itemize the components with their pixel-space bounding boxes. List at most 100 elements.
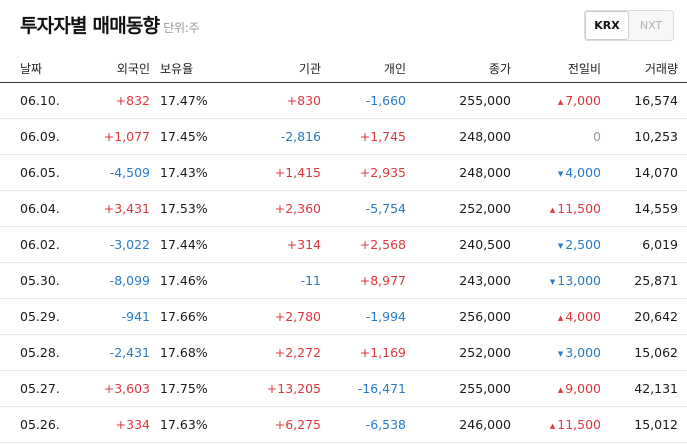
foreign-net-cell: +3,431: [103, 201, 150, 216]
col-volume: 거래량: [644, 62, 678, 76]
institution-net-cell: +2,360: [274, 201, 321, 216]
foreign-net-cell: -4,509: [109, 165, 150, 180]
institution-net-cell: +2,780: [274, 309, 321, 324]
holding-rate-cell: 17.75%: [160, 381, 208, 396]
change-cell: ▲ 9,000: [558, 371, 601, 408]
date-cell: 06.09.: [20, 129, 60, 144]
institution-net-cell: +13,205: [266, 381, 321, 396]
table-row: 05.26. +334 17.63% +6,275 -6,538 246,000 ▲ 11,5…: [0, 407, 687, 443]
volume-cell: 20,642: [634, 309, 678, 324]
holding-rate-cell: 17.68%: [160, 345, 208, 360]
table-row: 06.05. -4,509 17.43% +1,415 +2,935 248,000 ▼ 4,…: [0, 155, 687, 191]
change-value: 11,500: [557, 201, 601, 216]
close-price-cell: 256,000: [459, 309, 511, 324]
table-row: 06.04. +3,431 17.53% +2,360 -5,754 252,000 ▲ 11…: [0, 191, 687, 227]
col-individual: 개인: [383, 62, 406, 76]
tab-krx[interactable]: KRX: [585, 11, 629, 40]
tab-nxt[interactable]: NXT: [639, 19, 663, 32]
table-row: 05.28. -2,431 17.68% +2,272 +1,169 252,000 ▼ 3,…: [0, 335, 687, 371]
individual-net-cell: -16,471: [357, 381, 406, 396]
holding-rate-cell: 17.43%: [160, 165, 208, 180]
foreign-net-cell: -2,431: [109, 345, 150, 360]
holding-rate-cell: 17.53%: [160, 201, 208, 216]
institution-net-cell: +2,272: [274, 345, 321, 360]
foreign-net-cell: +1,077: [103, 129, 150, 144]
change-value: 2,500: [565, 237, 601, 252]
individual-net-cell: -5,754: [365, 201, 406, 216]
holding-rate-cell: 17.66%: [160, 309, 208, 324]
holding-rate-cell: 17.45%: [160, 129, 208, 144]
table-row: 05.30. -8,099 17.46% -11 +8,977 243,000 ▼ 13,00…: [0, 263, 687, 299]
close-price-cell: 246,000: [459, 417, 511, 432]
change-value: 7,000: [565, 93, 601, 108]
change-cell: ▲ 11,500: [550, 407, 601, 444]
change-cell: 0: [593, 129, 601, 144]
unit-label: 단위:주: [163, 21, 200, 35]
triangle-up-icon: ▲: [549, 422, 556, 430]
foreign-net-cell: +334: [115, 417, 150, 432]
col-holding-rate: 보유율: [160, 62, 194, 76]
holding-rate-cell: 17.47%: [160, 93, 208, 108]
change-cell: ▲ 11,500: [550, 191, 601, 228]
institution-net-cell: +6,275: [274, 417, 321, 432]
individual-net-cell: -1,994: [365, 309, 406, 324]
individual-net-cell: -6,538: [365, 417, 406, 432]
date-cell: 06.05.: [20, 165, 60, 180]
close-price-cell: 252,000: [459, 201, 511, 216]
volume-cell: 42,131: [634, 381, 678, 396]
close-price-cell: 248,000: [459, 165, 511, 180]
foreign-net-cell: -3,022: [109, 237, 150, 252]
foreign-net-cell: +3,603: [103, 381, 150, 396]
col-change: 전일비: [567, 62, 601, 76]
close-price-cell: 240,500: [459, 237, 511, 252]
volume-cell: 15,012: [634, 417, 678, 432]
change-value: 4,000: [565, 309, 601, 324]
individual-net-cell: -1,660: [365, 93, 406, 108]
col-institution: 기관: [298, 62, 321, 76]
institution-net-cell: +830: [286, 93, 321, 108]
holding-rate-cell: 17.44%: [160, 237, 208, 252]
volume-cell: 10,253: [634, 129, 678, 144]
date-cell: 05.26.: [20, 417, 60, 432]
institution-net-cell: -11: [300, 273, 321, 288]
holding-rate-cell: 17.46%: [160, 273, 208, 288]
change-cell: ▼ 4,000: [558, 155, 601, 192]
date-cell: 05.29.: [20, 309, 60, 324]
date-cell: 05.27.: [20, 381, 60, 396]
change-cell: ▲ 7,000: [558, 83, 601, 120]
table-row: 06.09. +1,077 17.45% -2,816 +1,745 248,000 0 10…: [0, 119, 687, 155]
volume-cell: 14,070: [634, 165, 678, 180]
table-row: 05.29. -941 17.66% +2,780 -1,994 256,000 ▲ 4,00…: [0, 299, 687, 335]
close-price-cell: 243,000: [459, 273, 511, 288]
change-value: 11,500: [557, 417, 601, 432]
section-header: 투자자별 매매동향 단위:주 KRX NXT: [0, 0, 687, 58]
individual-net-cell: +8,977: [359, 273, 406, 288]
triangle-up-icon: ▲: [549, 206, 556, 214]
triangle-down-icon: ▼: [557, 170, 564, 178]
foreign-net-cell: +832: [115, 93, 150, 108]
col-date: 날짜: [20, 62, 43, 76]
change-cell: ▼ 2,500: [558, 227, 601, 264]
change-value: 3,000: [565, 345, 601, 360]
triangle-up-icon: ▲: [557, 314, 564, 322]
change-cell: ▲ 4,000: [558, 299, 601, 336]
volume-cell: 25,871: [634, 273, 678, 288]
triangle-down-icon: ▼: [549, 278, 556, 286]
col-foreign: 외국인: [116, 62, 150, 76]
triangle-up-icon: ▲: [557, 386, 564, 394]
table-row: 05.27. +3,603 17.75% +13,205 -16,471 255,000 ▲…: [0, 371, 687, 407]
date-cell: 06.02.: [20, 237, 60, 252]
date-cell: 05.30.: [20, 273, 60, 288]
institution-net-cell: +314: [286, 237, 321, 252]
date-cell: 05.28.: [20, 345, 60, 360]
foreign-net-cell: -941: [121, 309, 150, 324]
individual-net-cell: +1,745: [359, 129, 406, 144]
triangle-up-icon: ▲: [557, 98, 564, 106]
change-value: 9,000: [565, 381, 601, 396]
close-price-cell: 255,000: [459, 381, 511, 396]
title-text: 투자자별 매매동향: [20, 15, 160, 37]
table-row: 06.10. +832 17.47% +830 -1,660 255,000 ▲ 7,000 1…: [0, 83, 687, 119]
volume-cell: 6,019: [642, 237, 678, 252]
table-header: 날짜 외국인 보유율 기관 개인 종가 전일비 거래량: [0, 58, 687, 83]
holding-rate-cell: 17.63%: [160, 417, 208, 432]
